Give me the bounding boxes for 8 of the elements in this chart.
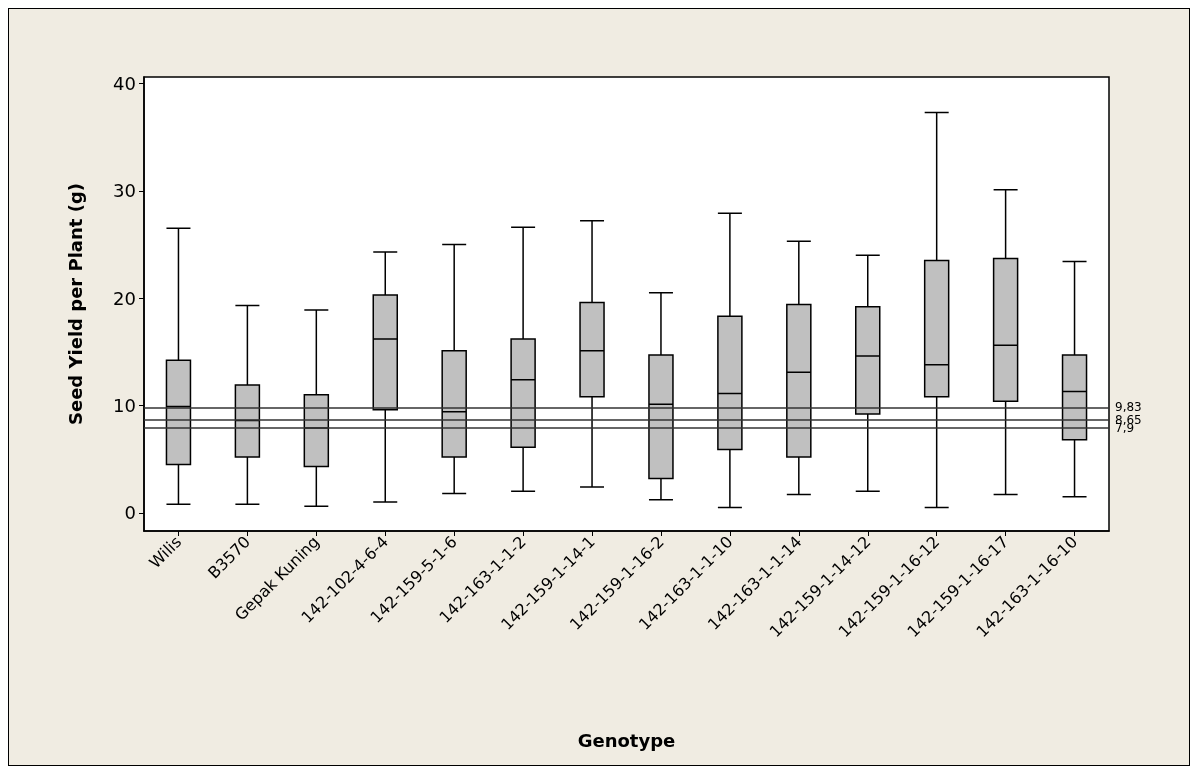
x-axis-title: Genotype	[577, 729, 676, 751]
y-tick-label: 20	[113, 287, 136, 309]
ref-line-label: 9,83	[1115, 400, 1142, 415]
y-tick-label: 30	[113, 180, 136, 202]
y-tick-label: 40	[113, 72, 136, 94]
y-tick-label: 0	[124, 502, 136, 524]
y-tick-label: 10	[113, 394, 136, 416]
y-axis-title: Seed Yield per Plant (g)	[64, 182, 86, 426]
